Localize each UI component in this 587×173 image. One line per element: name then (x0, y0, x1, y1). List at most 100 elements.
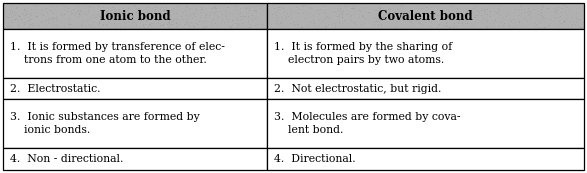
Point (433, 26, 442, 28)
Point (312, 9, 321, 12)
Point (57, 13, 66, 16)
Point (309, 25, 318, 27)
Point (162, 11, 171, 13)
Point (275, 6, 284, 9)
Point (559, 21, 568, 24)
Point (505, 17, 515, 20)
Point (154, 22, 163, 25)
Point (112, 16, 121, 18)
Point (8, 16, 17, 18)
Point (68, 12, 77, 15)
Point (504, 24, 514, 26)
Point (185, 12, 195, 15)
Point (133, 17, 143, 20)
Point (447, 4, 456, 7)
Point (6, 19, 16, 22)
Point (309, 21, 319, 24)
Point (191, 22, 200, 25)
Point (190, 25, 199, 28)
Point (196, 8, 205, 11)
Point (529, 8, 539, 11)
Point (112, 13, 122, 16)
Point (322, 25, 331, 28)
Point (489, 10, 498, 13)
Point (143, 18, 152, 20)
Point (140, 26, 149, 28)
Point (321, 9, 330, 12)
Point (209, 6, 218, 9)
Point (465, 9, 475, 11)
Point (530, 25, 539, 28)
Point (181, 18, 190, 21)
Point (575, 25, 585, 28)
Point (429, 19, 438, 22)
Point (5, 23, 15, 26)
Point (534, 13, 543, 15)
Point (241, 6, 250, 9)
Point (572, 12, 581, 14)
Point (158, 23, 168, 26)
Point (478, 17, 487, 20)
Point (97, 19, 106, 21)
Point (373, 23, 382, 26)
Point (406, 20, 415, 23)
Point (74, 5, 83, 7)
Point (94, 22, 103, 25)
Point (373, 24, 383, 26)
Point (356, 22, 366, 25)
Point (483, 19, 492, 22)
Point (144, 23, 154, 26)
Point (470, 15, 480, 18)
Point (390, 26, 399, 29)
Point (458, 21, 467, 24)
Point (6, 7, 15, 10)
Point (10, 18, 19, 20)
Point (293, 23, 302, 26)
Point (165, 23, 174, 26)
Point (519, 8, 528, 11)
Point (208, 7, 218, 10)
Point (524, 11, 534, 14)
Point (25, 11, 35, 14)
Point (552, 12, 561, 15)
Point (183, 20, 192, 23)
Point (249, 5, 259, 8)
Point (322, 15, 331, 18)
Point (498, 24, 508, 27)
Point (389, 11, 399, 14)
Point (188, 25, 198, 27)
Point (389, 5, 399, 8)
Point (45, 16, 55, 19)
Point (130, 21, 139, 24)
Point (232, 25, 241, 28)
Point (394, 12, 404, 15)
Point (131, 6, 140, 9)
Point (306, 5, 315, 8)
Point (483, 8, 492, 11)
Point (458, 24, 468, 26)
Point (15, 14, 24, 17)
Point (109, 8, 119, 11)
Point (357, 14, 366, 17)
Point (183, 8, 193, 11)
Point (168, 7, 177, 10)
Point (24, 26, 33, 29)
Point (25, 23, 35, 26)
Point (349, 22, 358, 25)
Point (396, 4, 406, 7)
Point (477, 6, 486, 9)
Point (13, 18, 22, 21)
Point (365, 12, 374, 15)
Point (472, 4, 481, 7)
Point (545, 18, 555, 21)
Point (308, 20, 318, 23)
Point (508, 17, 517, 20)
Point (42, 19, 51, 22)
Point (525, 10, 535, 13)
Text: 4.  Non - directional.: 4. Non - directional. (10, 154, 123, 164)
Point (390, 11, 400, 14)
Point (76, 9, 86, 12)
Point (159, 8, 168, 11)
Point (8, 21, 17, 23)
Point (298, 4, 308, 7)
